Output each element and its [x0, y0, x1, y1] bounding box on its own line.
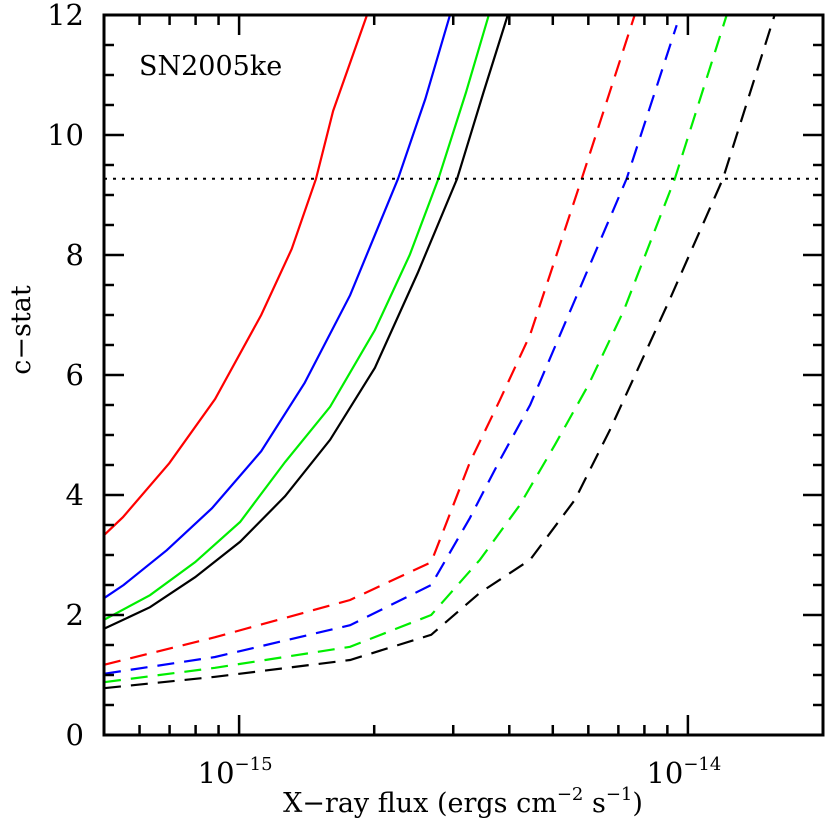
- y-tick-label: 10: [47, 118, 84, 152]
- series-green-dashed: [103, 14, 728, 684]
- y-tick-labels: 0 2 4 6 8 10 12: [47, 0, 84, 752]
- series-blue-dashed: [103, 24, 678, 675]
- y-tick-label: 8: [66, 238, 84, 272]
- y-tick-label: 2: [66, 598, 84, 632]
- axis-ticks: [102, 13, 825, 737]
- x-tick-labels: 10−15 10−14: [198, 754, 722, 790]
- x-axis-title: X−ray flux (ergs cm−2 s−1): [283, 784, 643, 819]
- y-axis-title: c−stat: [6, 285, 37, 375]
- x-tick-label: 10−14: [646, 754, 721, 790]
- series-layer: [103, 14, 776, 690]
- y-tick-label: 4: [66, 478, 84, 512]
- series-green-solid: [103, 14, 490, 621]
- plot-annotation: SN2005ke: [139, 51, 282, 82]
- y-tick-label: 6: [66, 358, 84, 392]
- series-black-dashed: [103, 14, 776, 690]
- y-tick-label: 0: [66, 718, 84, 752]
- series-black-solid: [103, 14, 509, 630]
- y-tick-label: 12: [47, 0, 84, 32]
- x-tick-label: 10−15: [198, 754, 273, 790]
- series-red-solid: [103, 14, 369, 536]
- series-blue-solid: [103, 14, 452, 600]
- plot-frame: [102, 13, 825, 737]
